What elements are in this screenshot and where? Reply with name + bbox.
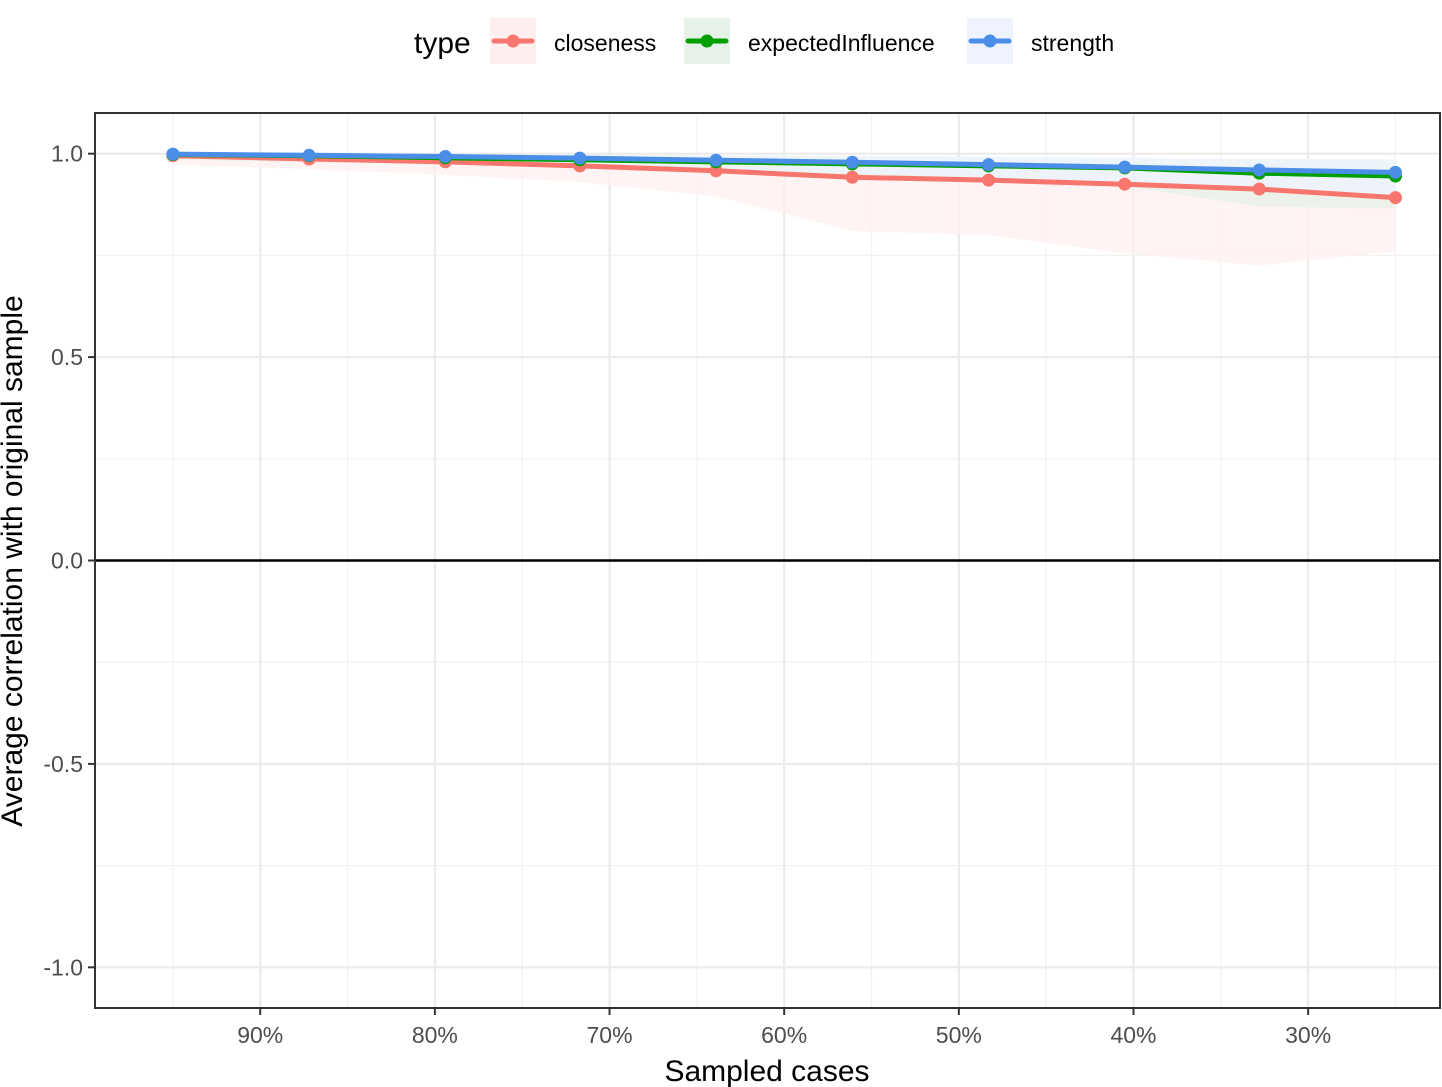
point-strength (1118, 160, 1132, 174)
y-tick-label: -0.5 (43, 751, 83, 777)
point-strength (1388, 165, 1402, 179)
x-tick-label: 90% (237, 1022, 283, 1048)
point-closeness (1252, 182, 1266, 196)
legend-item-expectedInfluence: expectedInfluence (684, 18, 935, 64)
legend: type closeness expectedInfluence strength (414, 18, 1114, 64)
x-tick-label: 30% (1285, 1022, 1331, 1048)
legend-label: strength (1031, 30, 1114, 56)
legend-label: closeness (554, 30, 656, 56)
x-axis: 90% 80% 70% 60% 50% 40% 30% (237, 1008, 1331, 1048)
series-lines (170, 151, 1398, 201)
point-strength (302, 148, 316, 162)
x-axis-title: Sampled cases (664, 1055, 869, 1087)
x-tick-label: 60% (761, 1022, 807, 1048)
y-tick-label: 0.0 (51, 548, 83, 574)
legend-item-strength: strength (967, 18, 1114, 64)
band-strength (172, 153, 1396, 195)
x-tick-label: 80% (412, 1022, 458, 1048)
point-strength (982, 158, 996, 172)
point-strength (1252, 163, 1266, 177)
point-closeness (709, 164, 723, 178)
x-tick-label: 70% (587, 1022, 633, 1048)
legend-key-point (700, 34, 714, 48)
series-points (166, 147, 1402, 205)
point-strength (845, 155, 859, 169)
point-closeness (1118, 177, 1132, 191)
point-closeness (845, 170, 859, 184)
point-closeness (982, 173, 996, 187)
point-strength (709, 153, 723, 167)
legend-label: expectedInfluence (748, 30, 935, 56)
line-closeness (170, 153, 1398, 201)
y-tick-label: 0.5 (51, 344, 83, 370)
x-tick-label: 50% (936, 1022, 982, 1048)
legend-title: type (414, 27, 471, 60)
y-tick-label: 1.0 (51, 141, 83, 167)
y-axis: 1.0 0.5 0.0 -0.5 -1.0 (43, 141, 95, 980)
legend-item-closeness: closeness (490, 18, 656, 64)
x-tick-label: 40% (1110, 1022, 1156, 1048)
legend-key-point (983, 34, 997, 48)
point-strength (573, 151, 587, 165)
point-strength (438, 150, 452, 164)
y-tick-label: -1.0 (43, 954, 83, 980)
legend-items: closeness expectedInfluence strength (490, 18, 1114, 64)
point-closeness (1388, 191, 1402, 205)
legend-key-point (506, 34, 520, 48)
line-strength (170, 151, 1398, 175)
point-strength (166, 147, 180, 161)
y-axis-title: Average correlation with original sample (0, 295, 29, 826)
